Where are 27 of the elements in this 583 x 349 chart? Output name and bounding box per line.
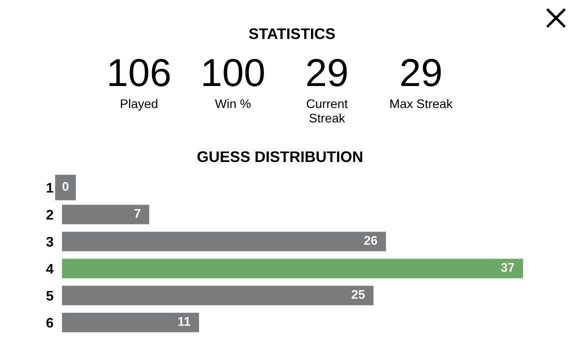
- data-label: 7: [134, 209, 140, 218]
- text: STATISTICS: [249, 28, 335, 40]
- data-label: 100: [204, 58, 264, 86]
- bar: [62, 258, 523, 278]
- y-tick-label: 1: [46, 182, 54, 193]
- y-tick-label: 5: [46, 290, 54, 301]
- y-tick-label: 2: [46, 210, 54, 220]
- y-tick-label: 3: [46, 236, 54, 247]
- category-label: Max Streak: [390, 99, 453, 108]
- bar: [62, 232, 386, 252]
- category-label: Current Streak: [306, 99, 348, 123]
- y-tick-label: 6: [46, 318, 54, 328]
- y-tick-label: 4: [46, 264, 54, 274]
- bar: [62, 286, 374, 306]
- data-label: 29: [307, 58, 347, 86]
- data-label: 0: [62, 182, 68, 191]
- data-label: 29: [401, 58, 441, 86]
- data-label: 106: [110, 58, 170, 86]
- bar: [62, 204, 150, 224]
- category-label: Win %: [214, 99, 251, 108]
- chart-title: GUESS DISTRIBUTION: [197, 151, 362, 162]
- data-label: 25: [352, 290, 365, 299]
- data-label: 26: [364, 236, 378, 245]
- category-label: Played: [120, 99, 158, 111]
- bar: [62, 312, 200, 332]
- data-label: 11: [178, 317, 190, 326]
- data-label: 37: [501, 263, 514, 272]
